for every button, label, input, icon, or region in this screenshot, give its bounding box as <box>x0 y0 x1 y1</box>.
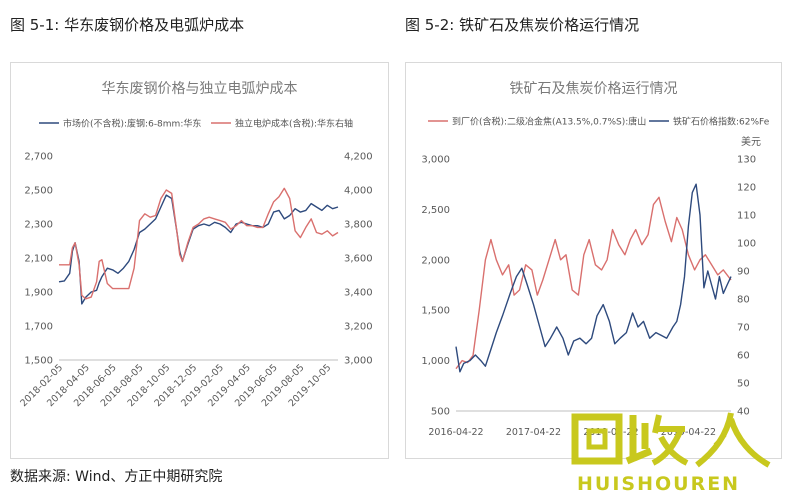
y-right-tick-label: 3,400 <box>344 288 373 299</box>
y-left-tick-label: 1,000 <box>421 356 450 367</box>
data-source-note: 数据来源: Wind、方正中期研究院 <box>10 469 223 485</box>
series-line-0 <box>455 196 732 370</box>
x-tick-label: 2017-04-22 <box>506 427 561 438</box>
y-right-tick-label: 70 <box>737 323 750 334</box>
y-left-tick-label: 1,500 <box>421 306 450 317</box>
y-right-tick-label: 100 <box>737 239 756 250</box>
y-right-tick-label: 3,000 <box>344 356 373 367</box>
legend-label-1: 独立电炉成本(含税):华东右轴 <box>235 118 353 130</box>
y-right-tick-label: 3,600 <box>344 254 373 265</box>
y-right-tick-label: 4,200 <box>344 152 373 163</box>
figure-title-left: 图 5-1: 华东废钢价格及电弧炉成本 <box>10 16 245 34</box>
y-right-tick-label: 3,800 <box>344 220 373 231</box>
y-left-tick-label: 2,100 <box>24 254 53 265</box>
chart-panel-right: 铁矿石及焦炭价格运行情况到厂价(含税):二级冶金焦(A13.5%,0.7%S):… <box>405 62 782 459</box>
watermark-logo: HUISHOUREN <box>555 405 795 500</box>
y-right-tick-label: 130 <box>737 155 756 166</box>
series-line-1 <box>59 187 339 300</box>
series-line-0 <box>58 194 339 305</box>
x-tick-label: 2019-04-22 <box>661 427 716 438</box>
y-right-tick-label: 90 <box>737 267 750 278</box>
x-tick-label: 2018-04-22 <box>583 427 638 438</box>
y-right-tick-label: 4,000 <box>344 186 373 197</box>
legend-label-0: 到厂价(含税):二级冶金焦(A13.5%,0.7%S):唐山 <box>452 116 646 128</box>
chart-title: 铁矿石及焦炭价格运行情况 <box>510 81 678 97</box>
iron-ore-coke-chart: 铁矿石及焦炭价格运行情况到厂价(含税):二级冶金焦(A13.5%,0.7%S):… <box>421 81 770 438</box>
legend-label-1: 铁矿石价格指数:62%Fe <box>673 116 770 128</box>
chart-panel-left: 华东废钢价格与独立电弧炉成本市场价(不含税):废钢:6-8mm:华东 独立电炉成本… <box>10 62 389 459</box>
chart-title: 华东废钢价格与独立电弧炉成本 <box>102 81 298 97</box>
y-left-tick-label: 1,500 <box>24 356 53 367</box>
x-tick-label: 2016-04-22 <box>428 427 483 438</box>
y-right-tick-label: 60 <box>737 351 750 362</box>
y-left-tick-label: 2,000 <box>421 255 450 266</box>
y-left-tick-label: 2,500 <box>421 205 450 216</box>
y-left-tick-label: 500 <box>431 407 450 418</box>
y-right-tick-label: 120 <box>737 183 756 194</box>
y-left-tick-label: 2,700 <box>24 152 53 163</box>
y-right-tick-label: 50 <box>737 379 750 390</box>
recycle-logo-icon <box>571 412 771 468</box>
figure-title-right: 图 5-2: 铁矿石及焦炭价格运行情况 <box>405 16 640 34</box>
watermark-text: HUISHOUREN <box>577 473 741 495</box>
y-right-tick-label: 80 <box>737 295 750 306</box>
y-left-tick-label: 2,500 <box>24 186 53 197</box>
y-right-tick-label: 3,200 <box>344 322 373 333</box>
y-right-tick-label: 110 <box>737 211 756 222</box>
y-left-tick-label: 3,000 <box>421 155 450 166</box>
y-left-tick-label: 1,700 <box>24 322 53 333</box>
y-right-tick-label: 40 <box>737 407 750 418</box>
y-left-tick-label: 2,300 <box>24 220 53 231</box>
y-right-unit-label: 美元 <box>741 135 761 148</box>
series-line-1 <box>455 183 732 373</box>
legend-label-0: 市场价(不含税):废钢:6-8mm:华东 <box>63 118 201 130</box>
y-left-tick-label: 1,900 <box>24 288 53 299</box>
